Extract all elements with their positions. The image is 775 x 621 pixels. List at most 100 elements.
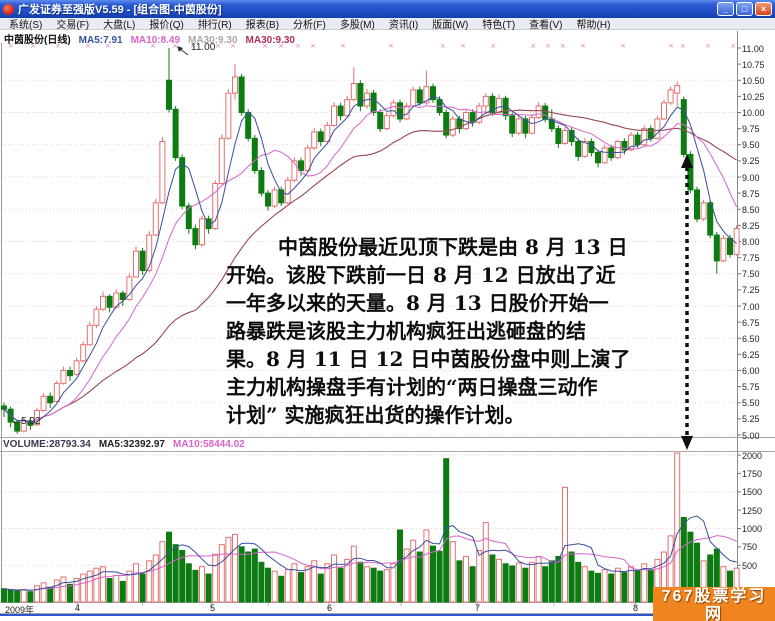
price-axis-label: 7.75 xyxy=(742,253,760,264)
menu-item-7[interactable]: 多股(M) xyxy=(339,20,375,31)
svg-text:×: × xyxy=(490,42,496,50)
svg-text:×: × xyxy=(310,42,316,50)
menu-item-3[interactable]: 报价(Q) xyxy=(149,20,184,31)
svg-text:×: × xyxy=(580,42,586,50)
bottom-blue-rule xyxy=(0,614,775,616)
svg-text:×: × xyxy=(8,42,14,50)
price-axis-label: 6.50 xyxy=(742,333,760,344)
menu-item-12[interactable]: 帮助(H) xyxy=(576,20,611,31)
analysis-note: 中茵股份最近见顶下跌是由 8 月 13 日开始。该股下跌前一日 8 月 12 日… xyxy=(226,233,696,429)
price-axis-label: 6.00 xyxy=(742,366,760,376)
analysis-note-line-6: 主力机构操盘手有计划的“两日操盘三动作 xyxy=(226,375,598,399)
ma30-value-label: MA30:9.30 xyxy=(245,35,295,46)
time-axis-label: 6 xyxy=(327,603,333,613)
time-axis-top-border xyxy=(0,602,775,603)
svg-text:×: × xyxy=(85,42,91,50)
svg-text:×: × xyxy=(530,42,536,50)
menu-item-4[interactable]: 排行(R) xyxy=(197,20,232,31)
price-axis-label: 10.00 xyxy=(742,108,765,118)
svg-text:×: × xyxy=(560,42,566,50)
menu-item-2[interactable]: 大盘(L) xyxy=(103,20,136,31)
price-axis-label: 8.00 xyxy=(742,237,760,247)
svg-text:×: × xyxy=(278,42,284,50)
svg-text:×: × xyxy=(730,42,736,50)
ma30-gray-value-label: MA30:9.30 xyxy=(188,35,238,46)
app-logo-icon xyxy=(3,3,14,15)
watermark: 767股票学习网 www.net767.com xyxy=(653,587,775,621)
close-button[interactable]: × xyxy=(755,2,772,16)
svg-text:×: × xyxy=(620,42,626,50)
analysis-note-line-7: 计划” 实施疯狂出货的操作计划。 xyxy=(226,403,525,427)
volume-axis-label: 2000 xyxy=(742,450,763,461)
price-axis-label: 6.25 xyxy=(742,349,760,360)
price-axis-label: 6.75 xyxy=(742,317,760,328)
svg-text:×: × xyxy=(340,42,346,50)
volume-axis-label: 750 xyxy=(742,542,758,553)
price-axis-label: 7.25 xyxy=(742,285,760,296)
volume-ma10-label: MA10:58444.02 xyxy=(172,439,245,450)
price-axis-label: 7.50 xyxy=(742,269,760,280)
price-axis-label: 9.00 xyxy=(742,172,760,183)
menu-item-9[interactable]: 版面(W) xyxy=(432,20,469,31)
svg-text:×: × xyxy=(55,42,61,50)
volume-axis-label: 1750 xyxy=(742,468,763,479)
symbol-period-label: 中茵股份(日线) xyxy=(4,35,71,46)
left-axis-line xyxy=(1,43,2,602)
menu-item-0[interactable]: 系统(S) xyxy=(9,20,43,31)
volume-pane-header: VOLUME:28793.34 MA5:32392.97 MA10:58444.02 xyxy=(3,439,253,450)
svg-text:×: × xyxy=(705,42,711,50)
minimize-button[interactable]: _ xyxy=(717,2,734,16)
volume-axis-label: 1500 xyxy=(742,487,763,498)
volume-value-label: VOLUME:28793.34 xyxy=(3,439,91,450)
svg-text:×: × xyxy=(388,42,394,50)
watermark-site-name: 767股票学习网 xyxy=(661,588,767,621)
time-axis-label: 8 xyxy=(633,603,639,613)
menu-item-8[interactable]: 资讯(I) xyxy=(388,20,419,31)
price-axis-label: 9.25 xyxy=(742,156,760,167)
svg-text:×: × xyxy=(295,42,301,50)
price-axis-label: 5.75 xyxy=(742,382,760,393)
svg-text:×: × xyxy=(150,42,156,50)
price-axis-label: 5.00 xyxy=(742,430,760,441)
price-axis-label: 10.50 xyxy=(742,75,765,86)
menu-bar: 系统(S) 交易(F) 大盘(L) 报价(Q) 排行(R) 报表(B) 分析(F) 多股(M)… xyxy=(0,18,775,31)
menu-item-6[interactable]: 分析(F) xyxy=(293,20,326,31)
menu-item-11[interactable]: 查看(V) xyxy=(529,20,563,31)
menu-item-1[interactable]: 交易(F) xyxy=(56,20,90,31)
svg-text:×: × xyxy=(215,42,221,50)
menu-item-5[interactable]: 报表(B) xyxy=(245,20,280,31)
price-axis-label: 5.25 xyxy=(742,414,760,425)
price-pane-header: 中茵股份(日线) MA5:7.91 MA10:8.49 MA30:9.30 MA30:9… xyxy=(4,31,303,46)
svg-text:×: × xyxy=(440,42,446,50)
price-axis-label: 5.50 xyxy=(742,398,760,409)
time-axis-label: 2009年 xyxy=(5,605,35,615)
price-axis-label: 11.00 xyxy=(742,43,764,54)
volume-ma5-label: MA5:32392.97 xyxy=(98,439,165,450)
svg-text:×: × xyxy=(668,42,674,50)
price-pane-bottom-border xyxy=(0,437,775,438)
volume-axis-label: 500 xyxy=(742,560,758,571)
volume-axis-label: 1250 xyxy=(742,505,763,516)
window-controls: _ □ × xyxy=(717,2,775,16)
price-axis-label: 9.75 xyxy=(742,124,760,135)
svg-text:×: × xyxy=(190,42,196,50)
svg-text:×: × xyxy=(545,42,551,50)
peak-price-label: 11.00 xyxy=(191,42,216,53)
low-price-label: ←5.02 xyxy=(11,416,41,427)
analysis-note-line-3: 一年多以来的天量。8 月 13 日股价开始一 xyxy=(226,291,609,315)
menu-item-10[interactable]: 特色(T) xyxy=(482,20,516,31)
analysis-note-line-1: 中茵股份最近见顶下跌是由 8 月 13 日 xyxy=(278,235,628,259)
svg-text:×: × xyxy=(30,42,36,50)
svg-text:×: × xyxy=(680,42,686,50)
time-axis-bottom-border xyxy=(0,613,775,614)
price-axis-label: 7.00 xyxy=(742,301,760,312)
price-axis-label: 9.50 xyxy=(742,140,760,151)
restore-button[interactable]: □ xyxy=(736,2,753,16)
svg-text:×: × xyxy=(172,42,178,50)
price-axis-label: 8.75 xyxy=(742,188,760,199)
analysis-note-line-4: 路暴跌是该股主力机构疯狂出逃砸盘的结 xyxy=(226,319,586,343)
window-title: 广发证券至强版V5.59 - [组合图-中茵股份] xyxy=(18,4,222,16)
svg-text:×: × xyxy=(460,42,466,50)
svg-text:×: × xyxy=(105,42,111,50)
